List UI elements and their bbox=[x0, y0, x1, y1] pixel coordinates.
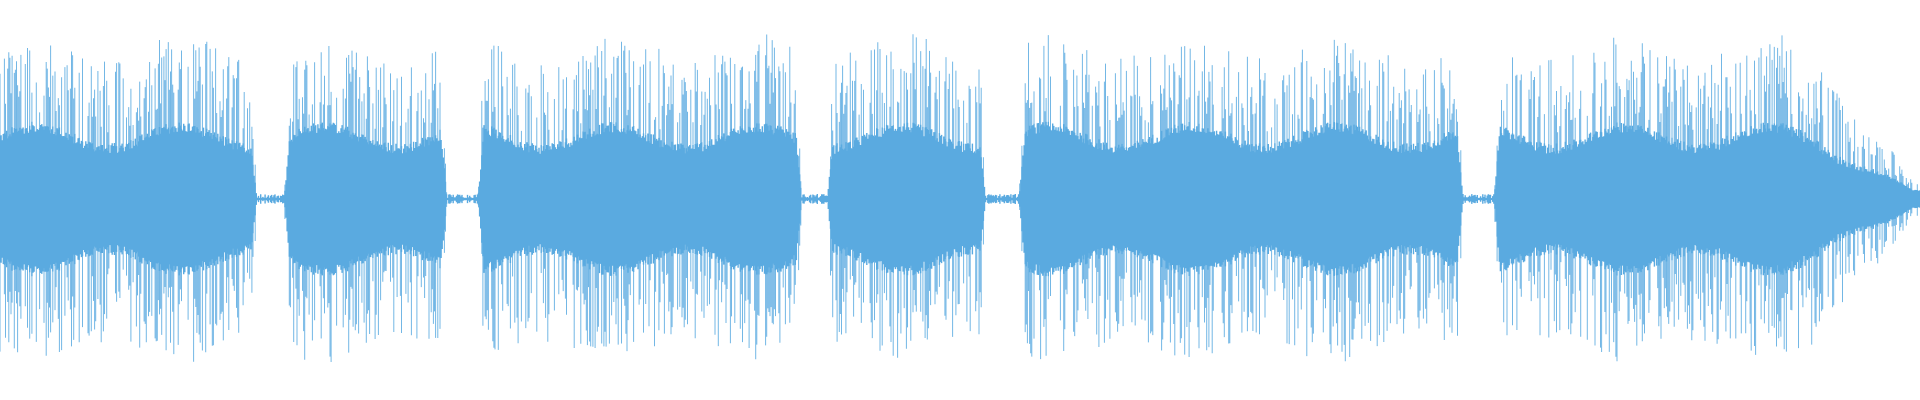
waveform-body bbox=[0, 121, 1920, 277]
